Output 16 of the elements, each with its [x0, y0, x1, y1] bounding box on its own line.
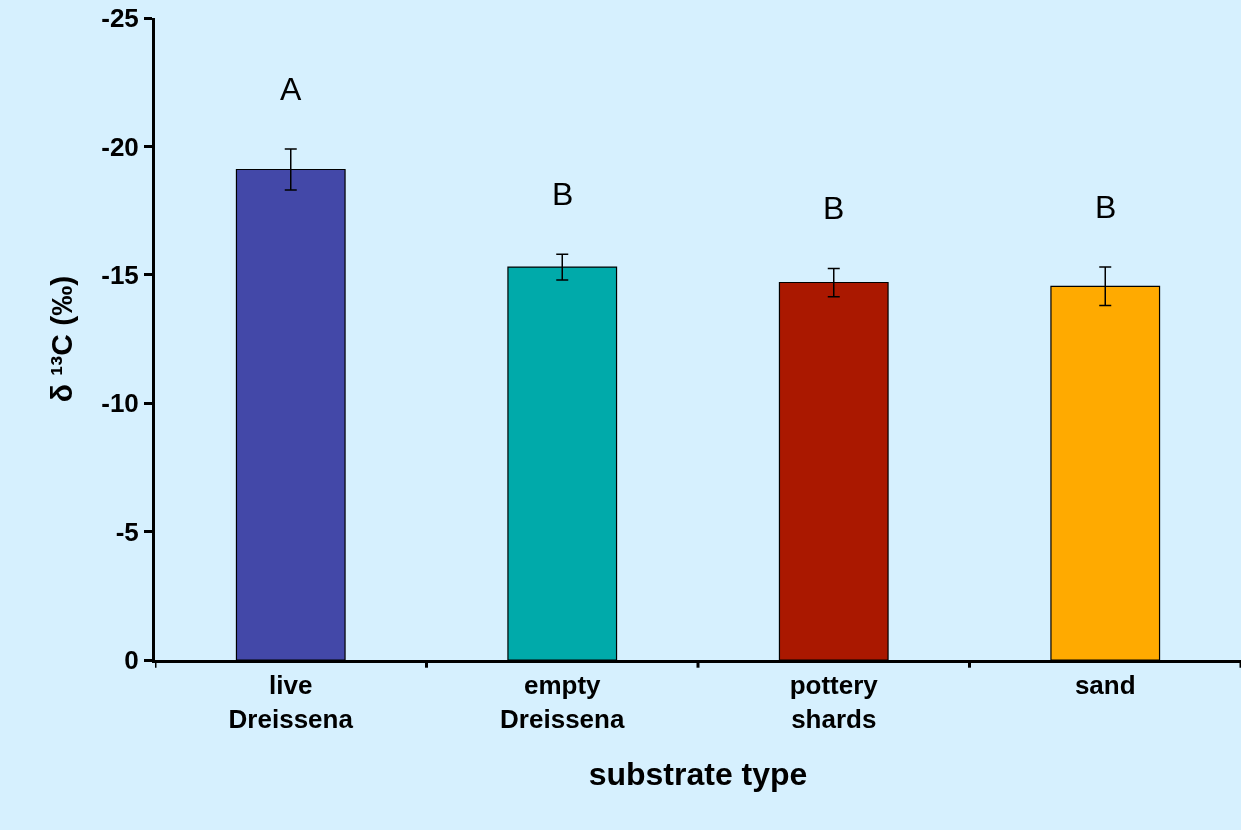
x-tick-label: sand [1074, 670, 1136, 701]
x-tick-label: empty Dreissena [500, 670, 625, 734]
x-axis-title: substrate type [588, 755, 808, 792]
y-axis-title: δ ¹³C (‰) [45, 275, 79, 403]
y-tick-label: -15 [101, 259, 139, 290]
annotation: A [280, 71, 302, 107]
y-tick-label: -5 [115, 516, 139, 547]
annotation: B [823, 190, 845, 226]
y-tick-label: -25 [101, 3, 139, 34]
y-tick-label: -10 [101, 388, 139, 419]
annotation: B [552, 176, 574, 212]
annotation: B [1095, 189, 1117, 225]
y-tick-label: 0 [124, 645, 139, 676]
x-tick-label: live Dreissena [228, 670, 354, 734]
x-tick-label: pottery shards [789, 670, 879, 734]
y-tick-label: -20 [101, 131, 139, 162]
